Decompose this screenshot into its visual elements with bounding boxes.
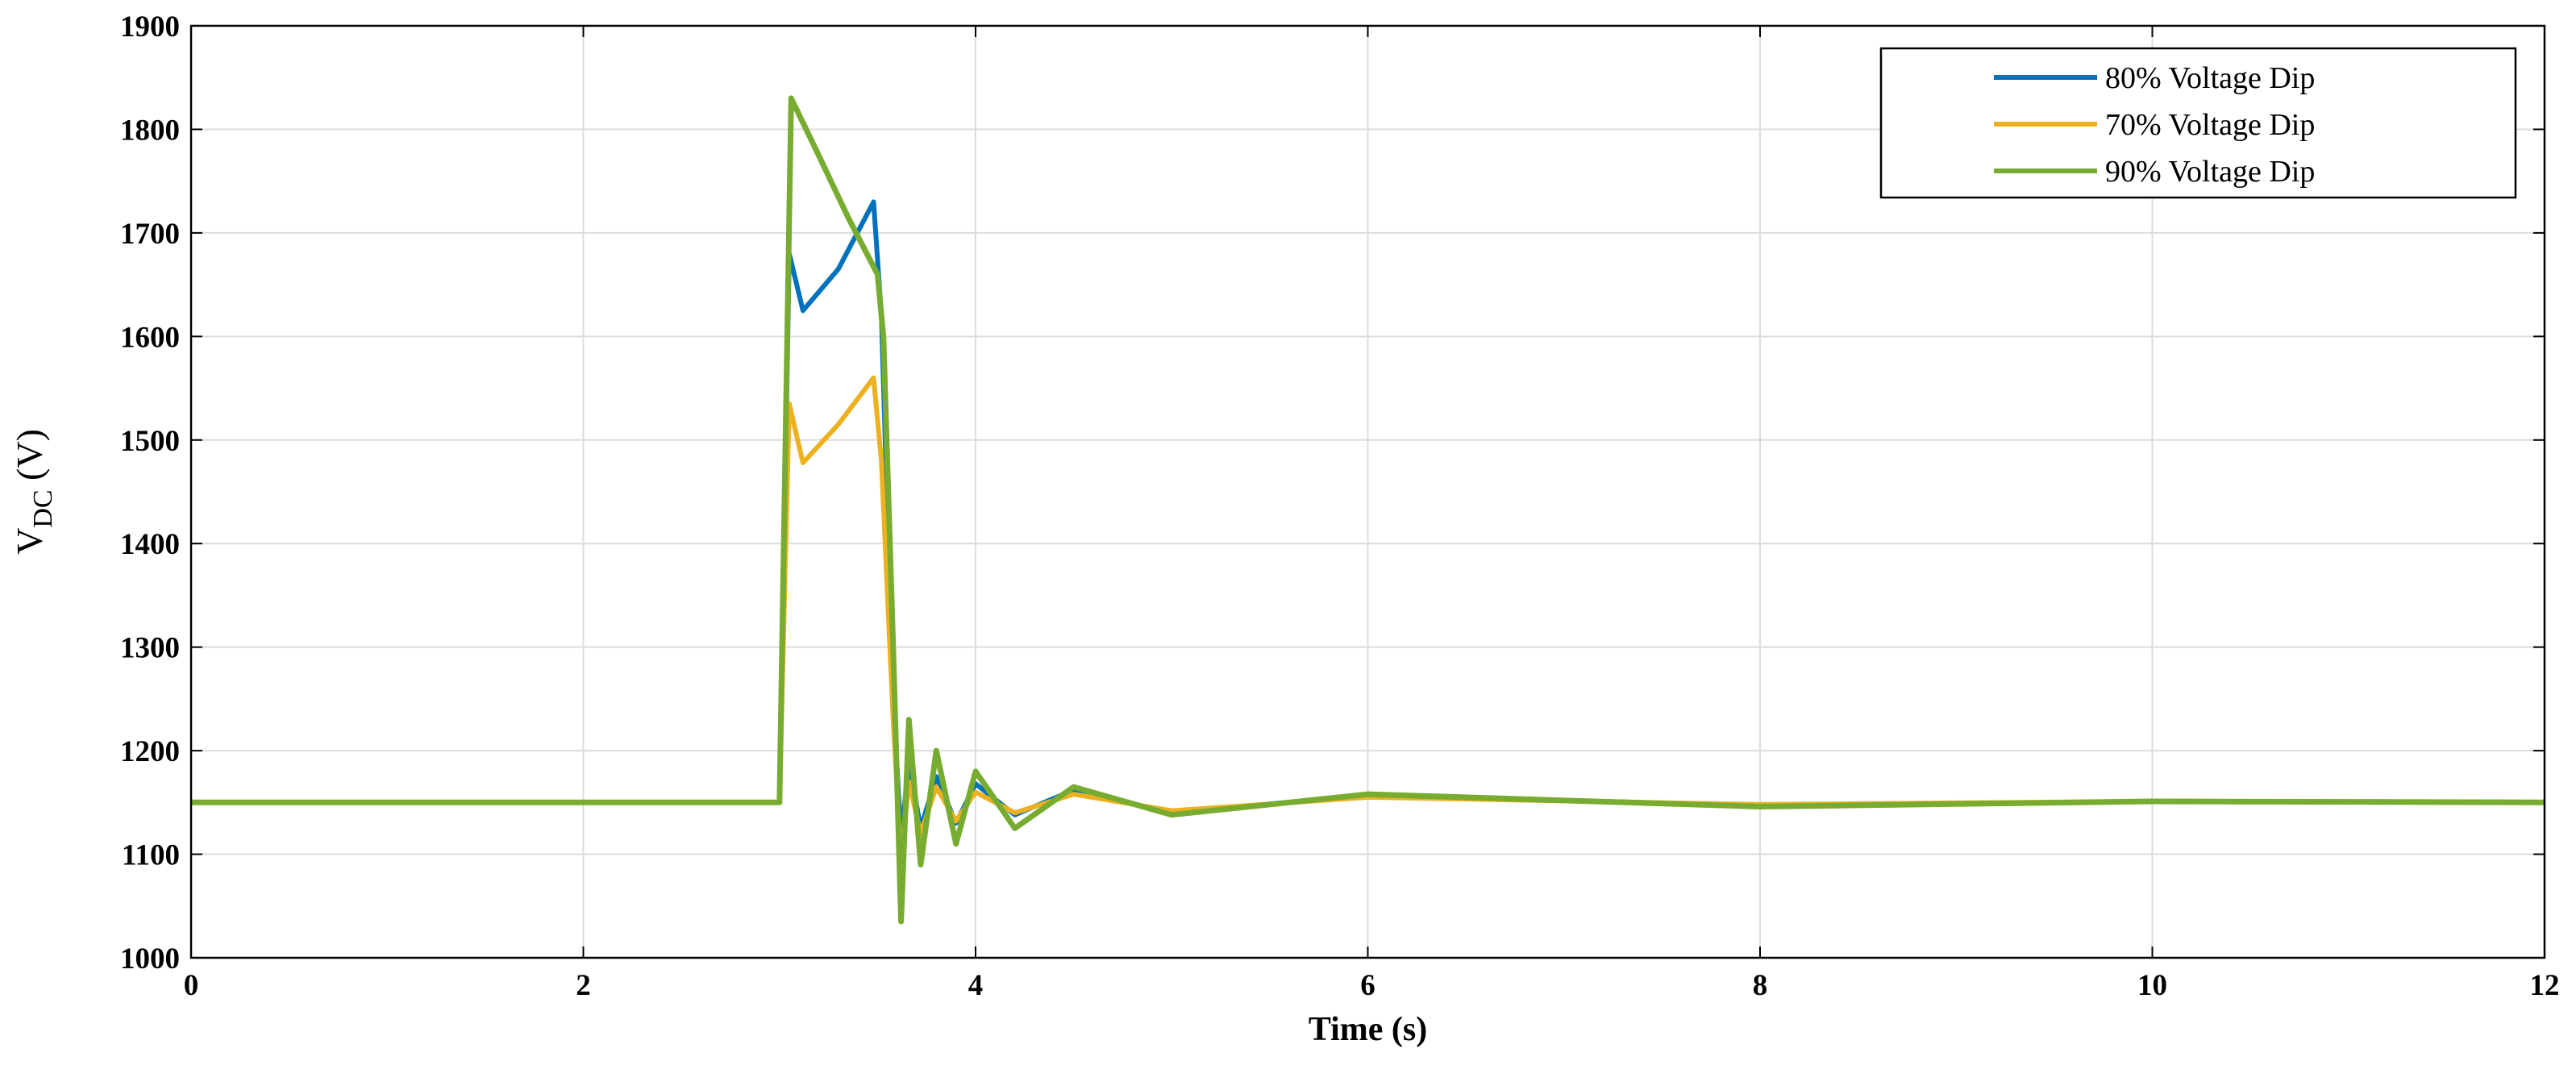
legend: 80% Voltage Dip 70% Voltage Dip 90% Volt…: [1879, 47, 2517, 199]
x-axis-title: Time (s): [1309, 1011, 1427, 1048]
ticks: [190, 25, 2545, 959]
x-tick-label: 2: [576, 969, 591, 1002]
legend-box: [1879, 47, 2517, 199]
y-tick-label: 1900: [120, 10, 180, 44]
tick-labels: 0 2 4 6 8 10 12 1000 1100 1200 1300 1400 1500 1600 170…: [120, 10, 2560, 1002]
legend-label-70: 70% Voltage Dip: [2105, 108, 2315, 142]
y-tick-label: 1000: [120, 942, 180, 976]
y-axis-title-unit: (V): [9, 429, 50, 489]
x-tick-label: 12: [2530, 969, 2560, 1002]
series-90-line: [191, 95, 2545, 925]
y-axis-title-subscript: DC: [28, 489, 58, 527]
y-axis-title: VDC (V): [9, 429, 58, 555]
y-tick-label: 1100: [122, 839, 180, 872]
y-tick-label: 1200: [120, 735, 180, 768]
x-tick-label: 8: [1753, 969, 1768, 1002]
x-tick-label: 10: [2137, 969, 2167, 1002]
y-tick-label: 1500: [120, 425, 180, 458]
y-axis-title-main: V: [9, 528, 50, 555]
y-tick-label: 1800: [120, 114, 180, 147]
y-tick-label: 1400: [120, 528, 180, 561]
x-tick-label: 0: [184, 969, 199, 1002]
legend-label-80: 80% Voltage Dip: [2105, 61, 2315, 95]
x-tick-label: 6: [1360, 969, 1375, 1002]
y-tick-label: 1700: [120, 218, 180, 251]
legend-label-90: 90% Voltage Dip: [2105, 155, 2315, 189]
y-tick-label: 1300: [120, 632, 180, 665]
y-tick-label: 1600: [120, 321, 180, 354]
x-tick-label: 4: [968, 969, 984, 1002]
series-lines: [191, 95, 2545, 925]
